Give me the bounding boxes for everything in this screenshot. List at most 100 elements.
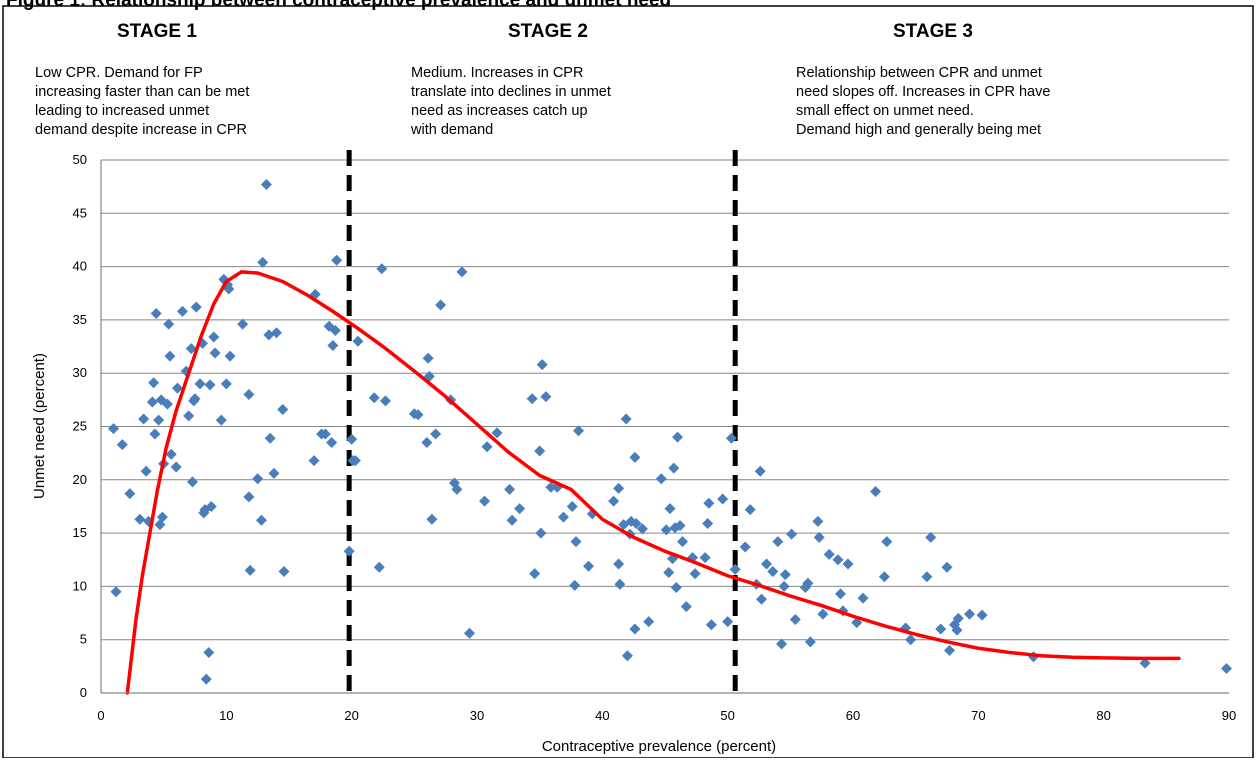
data-point bbox=[569, 579, 581, 591]
data-point bbox=[557, 511, 569, 523]
data-point bbox=[613, 482, 625, 494]
data-point bbox=[754, 465, 766, 477]
data-point bbox=[138, 413, 150, 425]
data-point bbox=[189, 393, 201, 405]
x-axis-title: Contraceptive prevalence (percent) bbox=[542, 738, 776, 755]
data-point bbox=[110, 586, 122, 598]
data-point bbox=[208, 331, 220, 343]
data-point bbox=[878, 571, 890, 583]
data-point bbox=[380, 395, 392, 407]
data-point bbox=[583, 560, 595, 572]
x-tick-label: 10 bbox=[219, 708, 233, 723]
stage-3-line-4: Demand high and generally being met bbox=[796, 122, 1041, 138]
data-point bbox=[941, 561, 953, 573]
data-point bbox=[255, 514, 267, 526]
data-point bbox=[772, 536, 784, 548]
y-tick-label: 5 bbox=[80, 632, 87, 647]
data-point bbox=[412, 409, 424, 421]
data-point bbox=[629, 623, 641, 635]
data-point bbox=[722, 616, 734, 628]
data-point bbox=[463, 627, 475, 639]
data-point bbox=[422, 352, 434, 364]
data-point bbox=[935, 623, 947, 635]
trend-curve-line bbox=[125, 270, 1181, 695]
data-point bbox=[660, 524, 672, 536]
data-point bbox=[343, 545, 355, 557]
data-point bbox=[668, 462, 680, 474]
data-point bbox=[672, 431, 684, 443]
y-tick-label: 45 bbox=[73, 205, 87, 220]
data-points bbox=[108, 179, 1232, 685]
data-point bbox=[257, 256, 269, 268]
data-point bbox=[643, 616, 655, 628]
data-point bbox=[621, 650, 633, 662]
data-point bbox=[186, 476, 198, 488]
data-point bbox=[224, 350, 236, 362]
data-point bbox=[205, 500, 217, 512]
data-point bbox=[570, 536, 582, 548]
data-point bbox=[832, 554, 844, 566]
data-point bbox=[349, 455, 361, 467]
data-point bbox=[620, 413, 632, 425]
data-point bbox=[545, 481, 557, 493]
data-point bbox=[491, 427, 503, 439]
stage-1-title: STAGE 1 bbox=[117, 21, 197, 42]
data-point bbox=[951, 624, 963, 636]
stage-2-line-4: with demand bbox=[410, 122, 493, 138]
data-point bbox=[664, 503, 676, 515]
data-point bbox=[534, 445, 546, 457]
data-point bbox=[1139, 657, 1151, 669]
data-point bbox=[614, 578, 626, 590]
data-point bbox=[116, 439, 128, 451]
data-point bbox=[185, 343, 197, 355]
stage-1-line-3: leading to increased unmet bbox=[35, 103, 209, 119]
data-point bbox=[921, 571, 933, 583]
data-point bbox=[813, 531, 825, 543]
data-point bbox=[608, 495, 620, 507]
data-point bbox=[842, 558, 854, 570]
data-point bbox=[944, 644, 956, 656]
data-point bbox=[203, 646, 215, 658]
data-point bbox=[779, 569, 791, 581]
x-tick-label: 40 bbox=[595, 708, 609, 723]
data-point bbox=[308, 455, 320, 467]
data-point bbox=[739, 541, 751, 553]
data-point bbox=[153, 414, 165, 426]
stage-2-title: STAGE 2 bbox=[508, 21, 588, 42]
data-point bbox=[566, 500, 578, 512]
data-point bbox=[161, 398, 173, 410]
y-tick-label: 0 bbox=[80, 685, 87, 700]
data-point bbox=[705, 619, 717, 631]
x-tick-label: 30 bbox=[470, 708, 484, 723]
data-point bbox=[680, 601, 692, 613]
data-point bbox=[326, 436, 338, 448]
data-point bbox=[165, 448, 177, 460]
data-point bbox=[812, 515, 824, 527]
data-point bbox=[630, 518, 642, 530]
data-point bbox=[148, 377, 160, 389]
data-point bbox=[194, 378, 206, 390]
data-point bbox=[663, 567, 675, 579]
data-point bbox=[373, 561, 385, 573]
data-point bbox=[124, 488, 136, 500]
data-point bbox=[204, 379, 216, 391]
data-point bbox=[319, 428, 331, 440]
data-point bbox=[456, 266, 468, 278]
data-point bbox=[426, 513, 438, 525]
data-point bbox=[744, 504, 756, 516]
data-point bbox=[352, 335, 364, 347]
data-point bbox=[331, 254, 343, 266]
x-tick-label: 60 bbox=[846, 708, 860, 723]
data-point bbox=[702, 518, 714, 530]
data-point bbox=[613, 558, 625, 570]
data-point bbox=[200, 673, 212, 685]
data-point bbox=[756, 593, 768, 605]
data-point bbox=[905, 634, 917, 646]
x-axis-ticks: 0 10 20 30 40 50 60 70 80 90 bbox=[97, 708, 1236, 723]
y-axis-ticks: 0 5 10 15 20 25 30 35 40 45 50 bbox=[73, 152, 87, 700]
data-point bbox=[952, 612, 964, 624]
data-point bbox=[802, 577, 814, 589]
data-point bbox=[277, 403, 289, 415]
data-point bbox=[881, 536, 893, 548]
